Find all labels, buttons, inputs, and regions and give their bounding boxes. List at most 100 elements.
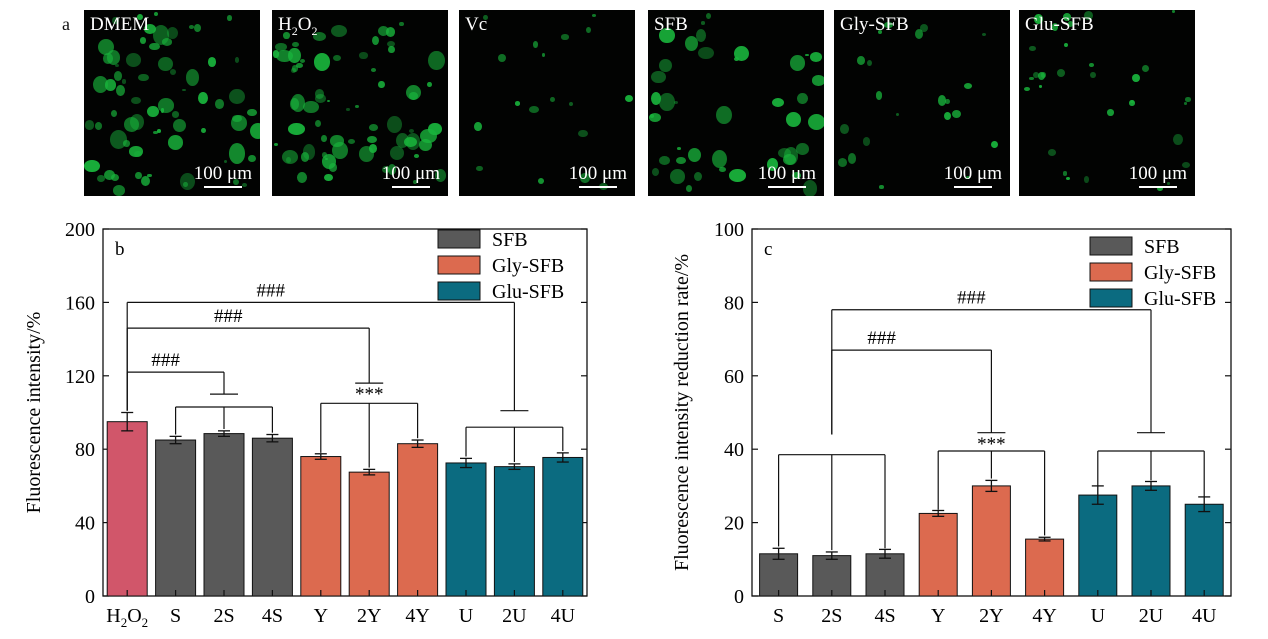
cell-blob [160,108,165,113]
cell-blob [248,154,257,163]
cell-blob [937,95,947,107]
bar [812,555,852,597]
cell-blob [785,111,801,127]
cell-blob [161,37,173,46]
cell-blob [1041,72,1046,78]
cell-blob [139,37,146,44]
cell-blob [104,79,116,91]
scale-bar: 100 μm [944,163,1002,188]
cell-blob [734,45,750,62]
cell-blob [766,157,778,171]
x-tick-label: 4S [262,605,283,627]
cell-blob [795,142,809,155]
cell-blob [673,100,678,105]
panel-letter: c [764,239,772,260]
cell-blob [418,139,432,152]
cell-blob [285,157,291,164]
cell-blob [809,51,822,62]
cell-blob [1033,71,1039,78]
micrograph-label: Gly-SFB [840,14,909,35]
cell-blob [848,152,857,164]
cell-blob [346,107,350,112]
scale-bar-line [578,186,617,188]
cell-blob [300,151,309,162]
cell-blob [650,91,661,105]
x-tick-label: 2S [213,605,234,627]
x-tick-label: 4S [874,605,895,627]
cell-blob [113,71,123,82]
significance-mark: *** [355,384,384,405]
y-tick-label: 80 [724,292,744,314]
cell-blob [112,16,119,25]
cell-blob [670,168,686,184]
cell-blob [866,59,872,67]
cell-blob [684,36,699,52]
x-tick-label: U [1091,605,1106,627]
cell-blob [990,141,998,149]
cell-blob [1028,76,1034,81]
cell-blob [915,28,924,39]
legend-label: SFB [1144,236,1180,258]
cell-blob [840,123,849,134]
cell-blob [156,129,161,134]
scale-bar-line [203,186,242,188]
cell-blob [406,84,422,100]
scale-bar: 100 μm [1129,163,1187,188]
plot-frame [102,228,588,597]
scale-bar: 100 μm [758,163,816,188]
y-tick-label: 80 [75,439,95,461]
cell-blob [314,89,324,99]
cell-blob [1083,176,1089,183]
bar [155,439,197,597]
cell-blob [329,163,337,172]
x-tick-label-part: 2 [142,615,149,630]
cell-blob [372,35,380,45]
cell-blob [1068,21,1074,27]
cell-blob [659,28,675,43]
significance-mark: *** [977,434,1006,455]
cell-blob [428,50,445,71]
x-tick-label: Y [931,605,945,627]
scale-bar-line [391,186,430,188]
cell-blob [1064,43,1069,48]
cell-blob [802,180,817,196]
cell-blob [783,154,796,165]
cell-blob [388,45,395,54]
cell-blob [247,108,257,116]
cell-blob [676,157,687,165]
y-tick-label: 160 [65,292,95,314]
cell-blob [272,50,280,58]
cell-blob [729,169,746,182]
cell-blob [223,160,227,164]
legend-swatch [1089,288,1133,308]
cell-blob [963,83,973,90]
cell-blob [1141,64,1150,73]
legend-label: Gly-SFB [1144,262,1216,284]
significance-mark: ### [867,328,896,349]
cell-blob [110,173,119,181]
bar [493,466,535,597]
x-tick-label: 4U [1192,605,1217,627]
cell-blob [428,123,442,135]
cell-blob [651,70,667,84]
bar [251,437,293,597]
cell-blob [591,14,596,18]
cell-blob [291,93,306,112]
cell-blob [1063,13,1071,22]
cell-blob [303,100,320,114]
x-tick-label: S [170,605,181,627]
cell-blob [382,165,391,174]
scale-bar-line [953,186,992,188]
y-tick-label: 100 [714,219,744,241]
cell-blob [1185,97,1191,102]
cell-blob [228,143,246,164]
cell-blob [719,166,726,172]
cell-blob [179,172,195,190]
y-axis-label: Fluorescence intensity/% [23,312,45,514]
micrograph-2: Vc 100 μm [459,10,635,196]
cell-blob [1183,102,1187,105]
cell-blob [837,157,847,167]
bar [759,553,799,597]
bar [348,471,390,597]
cell-blob [413,179,418,185]
